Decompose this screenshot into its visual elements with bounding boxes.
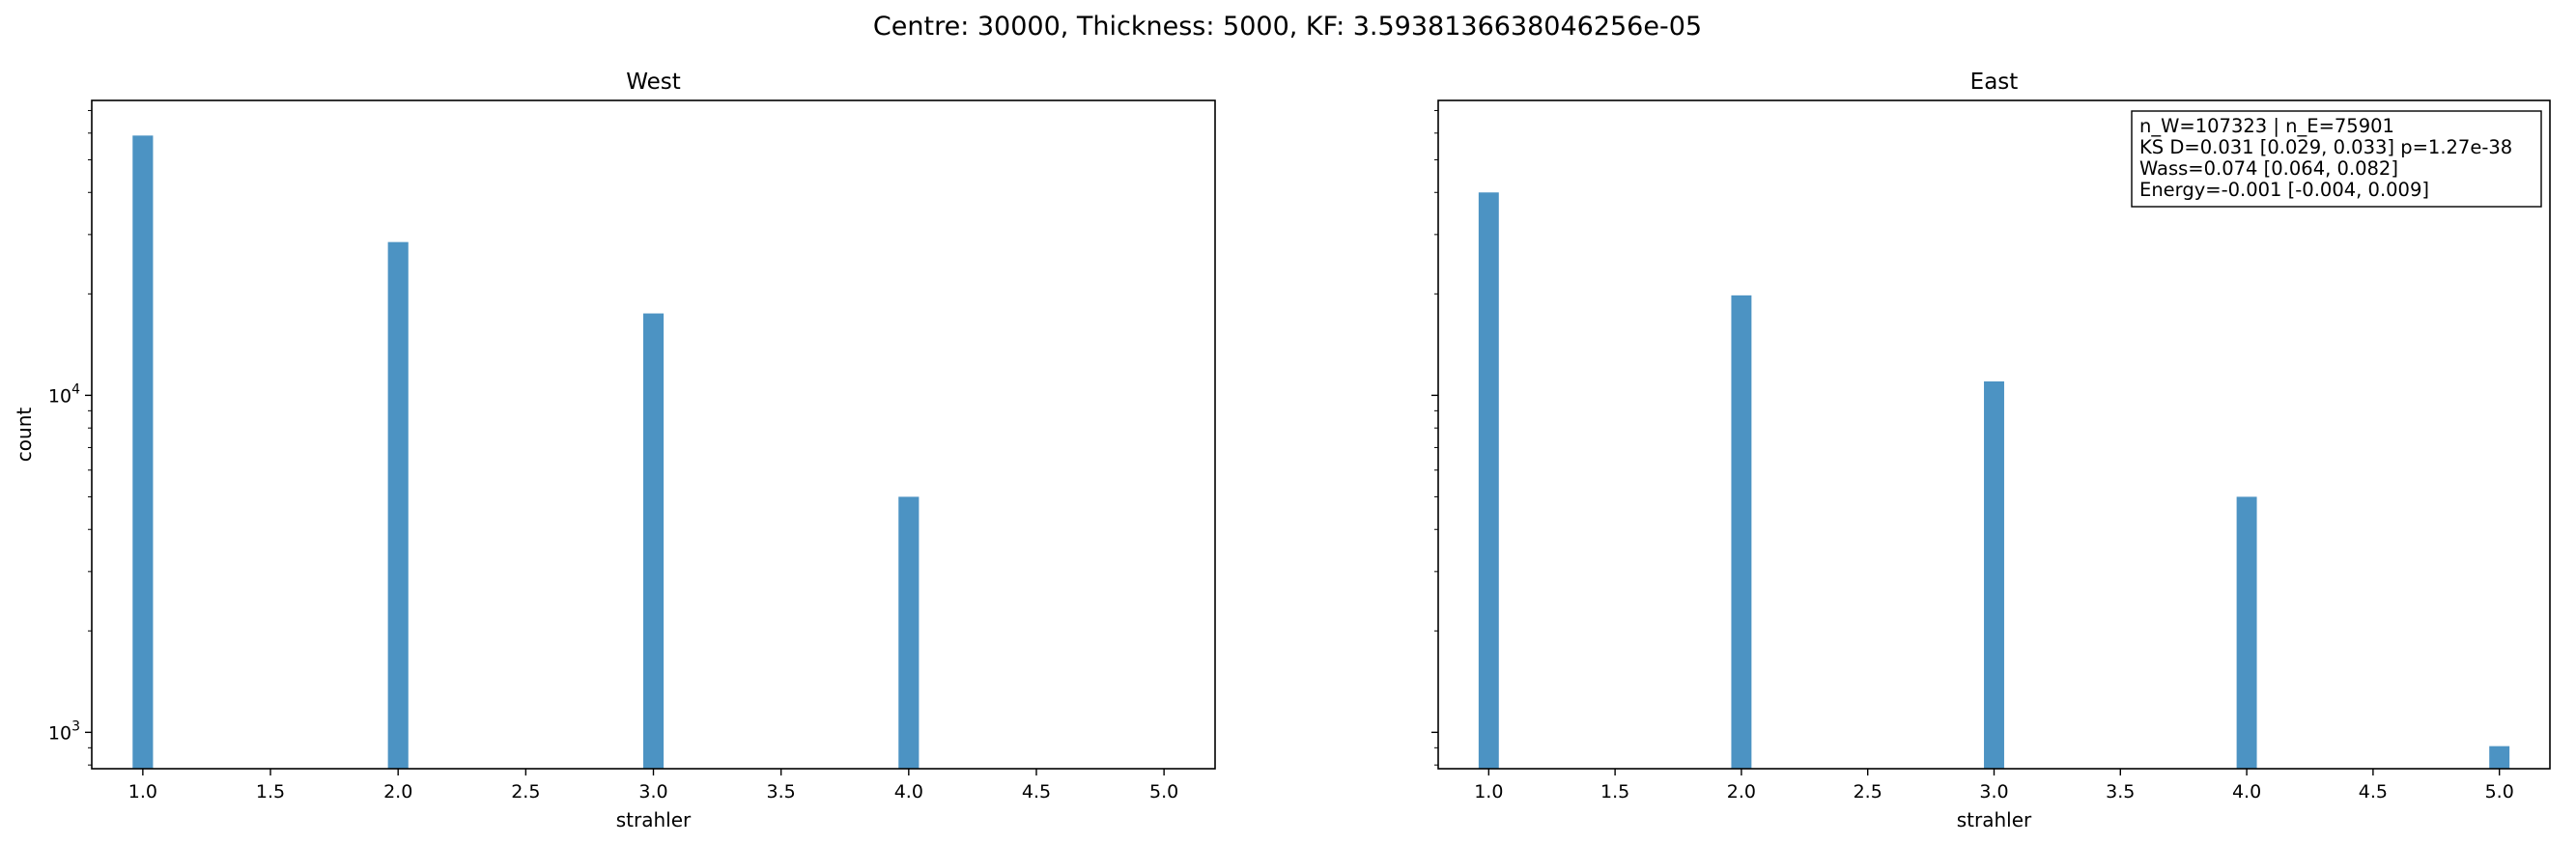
x-tick-label: 1.5 (256, 781, 285, 803)
x-tick-label: 3.0 (638, 781, 667, 803)
stats-annotation-line: KS D=0.031 [0.029, 0.033] p=1.27e-38 (2139, 136, 2512, 158)
bar-strahler-3 (642, 313, 665, 769)
stats-annotation-line: Wass=0.074 [0.064, 0.082] (2139, 157, 2398, 180)
x-tick-label: 1.0 (1474, 781, 1503, 803)
x-tick-label: 2.5 (1854, 781, 1882, 803)
x-tick-label: 2.5 (511, 781, 540, 803)
x-tick-label: 4.0 (2232, 781, 2261, 803)
x-tick-label: 3.5 (767, 781, 796, 803)
x-tick-label: 2.0 (1727, 781, 1756, 803)
stats-annotation-line: Energy=-0.001 [-0.004, 0.009] (2139, 179, 2429, 201)
x-tick-label: 1.5 (1600, 781, 1629, 803)
y-axis-label: count (13, 408, 36, 463)
y-tick-label: 104 (48, 381, 80, 407)
bar-strahler-2 (1731, 295, 1752, 769)
bar-strahler-4 (898, 496, 920, 769)
bar-strahler-1 (132, 135, 154, 770)
x-axis-label: strahler (1957, 808, 2032, 831)
west-panel: 1.0 1.5 2.0 2.5 3.0 3.5 4.0 4.5 5.0 103 104 West str… (13, 70, 1216, 831)
x-tick-label: 5.0 (2485, 781, 2514, 803)
panel-title: East (1970, 70, 2019, 95)
x-tick-label: 2.0 (383, 781, 412, 803)
bar-strahler-1 (1478, 192, 1499, 769)
bar-strahler-4 (2236, 496, 2257, 769)
x-tick-label: 4.5 (2359, 781, 2388, 803)
bar-strahler-5 (2489, 746, 2510, 769)
x-tick-label: 5.0 (1149, 781, 1178, 803)
x-tick-label: 3.0 (1979, 781, 2008, 803)
y-tick-label: 103 (48, 718, 80, 744)
x-tick-label: 4.0 (894, 781, 923, 803)
figure-suptitle: Centre: 30000, Thickness: 5000, KF: 3.59… (873, 12, 1702, 42)
x-tick-label: 3.5 (2106, 781, 2135, 803)
x-axis-label: strahler (616, 808, 692, 831)
stats-annotation-line: n_W=107323 | n_E=75901 (2139, 115, 2394, 137)
x-tick-label: 1.0 (128, 781, 157, 803)
x-tick-label: 4.5 (1022, 781, 1051, 803)
stats-annotation-box (2131, 110, 2542, 208)
panel-title: West (626, 70, 681, 95)
bar-strahler-2 (387, 241, 409, 769)
bar-strahler-3 (1984, 380, 2004, 769)
east-panel: 1.0 1.5 2.0 2.5 3.0 3.5 4.0 4.5 5.0 East strahler n… (1431, 70, 2551, 831)
